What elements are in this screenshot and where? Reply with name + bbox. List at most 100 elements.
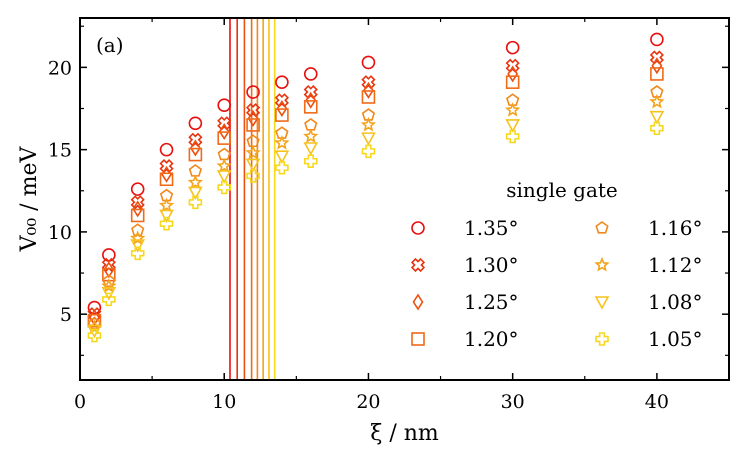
legend-marker xyxy=(411,221,425,235)
data-point xyxy=(361,90,376,104)
data-point xyxy=(101,278,117,293)
data-point xyxy=(246,85,260,99)
data-point xyxy=(362,81,374,99)
plot-frame xyxy=(79,17,730,381)
legend-marker xyxy=(412,293,424,311)
data-point xyxy=(651,57,663,75)
data-point xyxy=(188,195,203,210)
data-point xyxy=(102,274,116,287)
data-point xyxy=(504,102,521,117)
data-point xyxy=(246,118,260,132)
data-point xyxy=(303,100,318,114)
data-point xyxy=(218,123,230,141)
data-point xyxy=(650,32,664,47)
data-point xyxy=(304,117,318,131)
data-point xyxy=(276,100,288,117)
data-point xyxy=(103,261,115,279)
legend-label: 1.30° xyxy=(464,253,519,277)
y-tick-label: 10 xyxy=(48,222,72,244)
data-point xyxy=(274,150,290,164)
data-point xyxy=(275,160,289,175)
legend-label: 1.35° xyxy=(464,216,519,240)
data-point xyxy=(130,246,145,261)
data-markers xyxy=(86,32,665,343)
data-point xyxy=(303,67,318,81)
data-point xyxy=(361,144,376,159)
data-point xyxy=(649,93,665,109)
x-tick-label: 30 xyxy=(501,391,525,413)
data-point xyxy=(158,197,175,213)
legend-title: single gate xyxy=(506,178,618,202)
legend-marker xyxy=(594,296,610,310)
x-tick-label: 0 xyxy=(74,391,86,413)
y-tick-label: 5 xyxy=(60,304,72,326)
data-point xyxy=(507,65,519,83)
x-axis-label: ξ / nm xyxy=(370,421,439,446)
data-point xyxy=(217,98,232,113)
data-point xyxy=(130,195,145,210)
data-point xyxy=(159,142,174,157)
data-point xyxy=(303,128,319,144)
data-point xyxy=(188,164,203,177)
data-point xyxy=(505,75,520,89)
legend-marker xyxy=(410,257,426,273)
series-3 xyxy=(88,57,663,326)
data-point xyxy=(102,248,116,262)
data-point xyxy=(130,239,146,253)
data-point xyxy=(361,132,376,146)
data-point xyxy=(131,223,145,236)
series-7 xyxy=(87,110,665,339)
data-point xyxy=(275,75,289,89)
data-point xyxy=(247,109,259,127)
x-tick-label: 20 xyxy=(356,391,380,413)
legend-label: 1.12° xyxy=(648,253,703,277)
legend-label: 1.20° xyxy=(464,327,519,351)
data-point xyxy=(216,170,232,184)
data-point xyxy=(187,174,204,190)
data-point xyxy=(132,200,144,218)
data-point xyxy=(303,154,318,168)
data-point xyxy=(188,116,203,131)
data-point xyxy=(130,182,145,196)
legend-label: 1.08° xyxy=(648,290,703,314)
data-point xyxy=(217,147,231,161)
series-6 xyxy=(86,93,665,334)
x-tick-label: 40 xyxy=(645,391,669,413)
legend-label: 1.05° xyxy=(648,327,703,351)
axis-ticks: 0 10 20 30 40 5 10 15 20 xyxy=(48,18,729,413)
data-point xyxy=(650,67,664,81)
data-point xyxy=(245,158,261,173)
data-point xyxy=(649,110,665,125)
data-point xyxy=(217,180,232,195)
data-point xyxy=(217,131,232,145)
data-point xyxy=(129,230,146,246)
x-tick-label: 10 xyxy=(212,391,236,413)
legend-label: 1.25° xyxy=(464,290,519,314)
data-point xyxy=(101,257,116,272)
data-point xyxy=(216,158,232,173)
y-axis-label: V₀₀ / meV xyxy=(17,146,42,253)
data-point xyxy=(188,147,203,162)
data-point xyxy=(303,142,319,156)
data-point xyxy=(245,144,261,160)
panel-label: (a) xyxy=(96,33,124,57)
series-8 xyxy=(87,121,664,343)
data-point xyxy=(161,165,172,183)
data-point xyxy=(650,121,664,136)
legend-marker xyxy=(594,256,610,272)
vertical-lines xyxy=(229,18,276,380)
data-point xyxy=(505,129,520,144)
legend-label: 1.16° xyxy=(648,216,703,240)
data-point xyxy=(159,172,174,187)
data-point xyxy=(189,139,201,157)
series-1 xyxy=(87,32,664,315)
data-point xyxy=(505,119,521,133)
data-point xyxy=(159,209,174,224)
data-point xyxy=(275,108,289,122)
data-point xyxy=(360,116,377,132)
data-point xyxy=(188,186,203,201)
y-tick-label: 15 xyxy=(48,140,72,162)
data-point xyxy=(130,208,145,223)
legend: single gate 1.35° 1.30° 1.25° 1.20° 1.16° 1.1… xyxy=(410,178,703,351)
